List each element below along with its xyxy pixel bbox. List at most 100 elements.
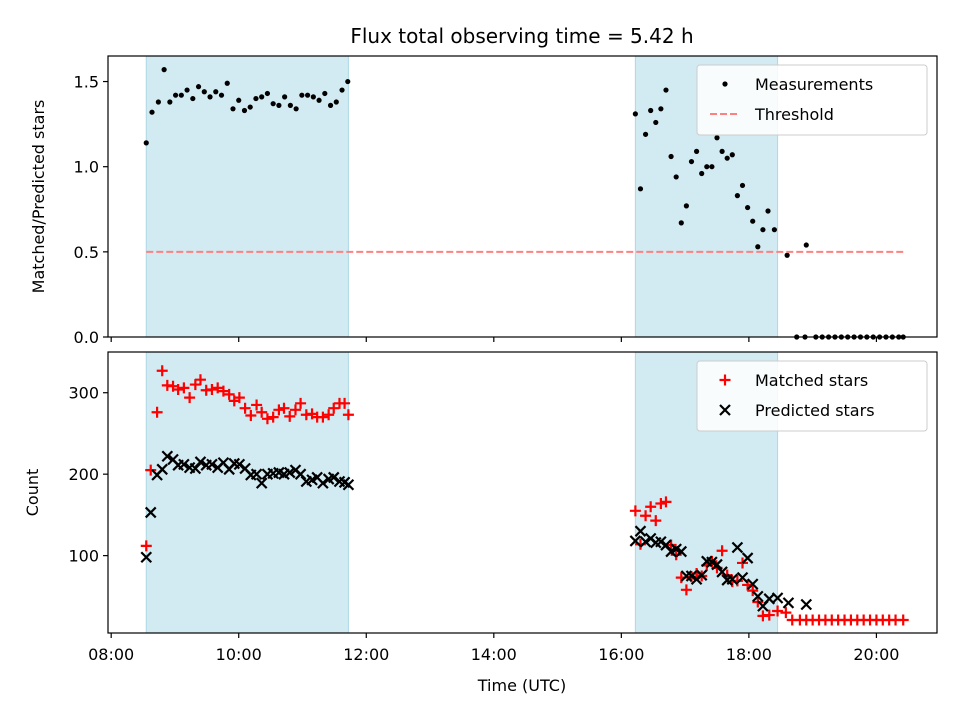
data-point (178, 382, 190, 394)
data-point (156, 365, 168, 377)
legend-box (696, 64, 928, 136)
data-point (342, 409, 354, 421)
data-point (699, 170, 705, 177)
observing-window-1 (145, 55, 349, 338)
data-point (161, 67, 167, 73)
data-point (897, 614, 909, 626)
x-tick-label: 18:00 (726, 645, 772, 664)
data-point (342, 478, 355, 491)
data-point (741, 552, 754, 564)
legend-entry: Threshold (710, 105, 834, 124)
x-tick-label: 08:00 (88, 645, 134, 664)
data-point (289, 404, 301, 416)
data-point (284, 410, 296, 422)
data-point (223, 388, 235, 400)
data-point (760, 227, 766, 233)
legend-label: Predicted stars (755, 401, 875, 420)
data-point (640, 510, 652, 522)
x-tick-label: 14:00 (471, 645, 517, 664)
data-point (317, 411, 329, 423)
legend-label: Measurements (755, 75, 873, 94)
observing-window-1 (145, 351, 349, 634)
x-tick-label: 20:00 (853, 645, 899, 664)
x-tick-label: 16:00 (598, 645, 644, 664)
data-point (218, 92, 225, 98)
data-point (256, 406, 268, 418)
data-point (233, 458, 246, 471)
data-point (194, 374, 206, 386)
x-tick-label: 12:00 (343, 645, 389, 664)
data-point (207, 94, 213, 100)
legend-entry: Predicted stars (719, 401, 875, 420)
data-point (653, 119, 659, 126)
data-point (660, 496, 672, 508)
data-point (648, 107, 654, 114)
data-point (184, 87, 190, 93)
legend: Matched stars Predicted stars (696, 360, 928, 432)
data-point (333, 99, 339, 105)
data-point (634, 525, 647, 537)
data-point (668, 153, 674, 160)
data-point (247, 104, 253, 110)
data-point (213, 89, 219, 95)
data-point (673, 174, 679, 180)
data-point (224, 80, 230, 86)
data-point (267, 411, 279, 423)
data-point (253, 95, 259, 102)
data-point (685, 570, 698, 582)
data-point (322, 90, 328, 97)
data-point (323, 409, 335, 421)
data-point (327, 102, 334, 108)
legend-marker (719, 404, 731, 416)
data-point (255, 477, 268, 489)
data-point (746, 578, 759, 590)
top-panel-ratio-plot: 0.0 0.5 1.0 1.5 Matched/Predicted stars Measu… (29, 55, 938, 347)
data-point (782, 597, 795, 609)
bottom-panel-count-plot: 08:00 10:00 12:00 14:00 16:00 18:00 20:00 100 20… (23, 351, 938, 664)
data-point (711, 558, 723, 571)
data-point (765, 208, 771, 214)
data-point (201, 89, 207, 95)
data-point (339, 87, 345, 93)
data-point (178, 458, 190, 471)
y-tick-label: 0.5 (74, 243, 99, 262)
data-point (637, 186, 644, 192)
data-point (680, 570, 693, 582)
data-point (784, 252, 790, 258)
data-point (747, 585, 759, 597)
data-point (276, 102, 282, 108)
y-tick-label: 1.0 (74, 158, 99, 177)
y-tick-label: 1.5 (74, 73, 99, 92)
data-point (212, 382, 224, 394)
data-point (639, 535, 652, 548)
data-point (655, 497, 667, 509)
data-point (645, 501, 657, 513)
data-point (273, 404, 285, 416)
data-point (803, 242, 809, 248)
data-point (328, 402, 340, 414)
data-point (339, 397, 351, 409)
data-point (206, 458, 218, 471)
data-point (195, 84, 202, 90)
data-point (650, 515, 662, 527)
y-tick-label: 100 (68, 547, 99, 566)
data-point (251, 399, 263, 411)
y-tick-label: 200 (68, 465, 99, 484)
data-point (629, 505, 641, 517)
data-point (239, 402, 251, 414)
legend-marker (719, 374, 731, 386)
data-point (194, 456, 207, 468)
data-point (763, 609, 775, 621)
data-point (250, 468, 263, 480)
data-point (780, 607, 792, 619)
data-point (632, 111, 638, 117)
legend-entry: Matched stars (719, 371, 868, 390)
data-point (189, 379, 201, 391)
data-point (270, 101, 276, 107)
data-point (716, 545, 728, 557)
data-point (294, 468, 307, 480)
legend-marker (722, 81, 728, 87)
data-point (327, 471, 340, 484)
data-point (714, 135, 720, 141)
data-point (729, 152, 735, 158)
